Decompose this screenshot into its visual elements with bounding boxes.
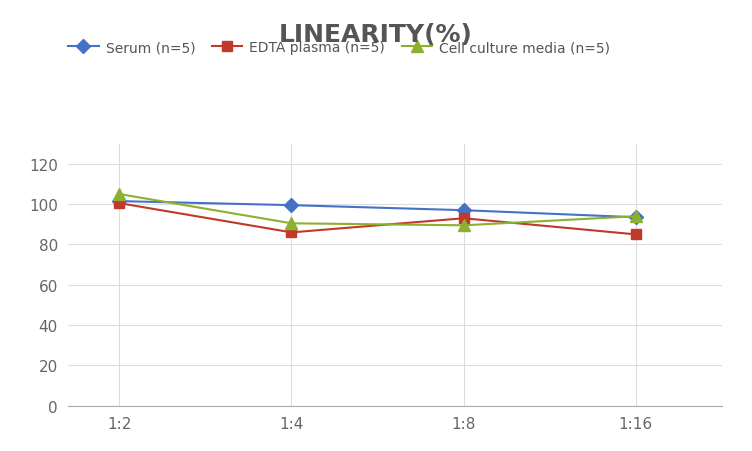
Line: EDTA plasma (n=5): EDTA plasma (n=5): [114, 199, 641, 240]
Serum (n=5): [632, 215, 641, 221]
Cell culture media (n=5): [459, 223, 468, 229]
Serum (n=5): [115, 199, 124, 204]
Serum (n=5): [287, 203, 296, 208]
EDTA plasma (n=5): [459, 216, 468, 221]
Text: LINEARITY(%): LINEARITY(%): [279, 23, 473, 46]
Legend: Serum (n=5), EDTA plasma (n=5), Cell culture media (n=5): Serum (n=5), EDTA plasma (n=5), Cell cul…: [68, 41, 611, 55]
EDTA plasma (n=5): [632, 232, 641, 238]
Cell culture media (n=5): [287, 221, 296, 226]
EDTA plasma (n=5): [115, 201, 124, 207]
Serum (n=5): [459, 208, 468, 213]
Line: Serum (n=5): Serum (n=5): [114, 197, 641, 223]
Cell culture media (n=5): [632, 214, 641, 220]
EDTA plasma (n=5): [287, 230, 296, 235]
Line: Cell culture media (n=5): Cell culture media (n=5): [114, 189, 641, 231]
Cell culture media (n=5): [115, 192, 124, 198]
